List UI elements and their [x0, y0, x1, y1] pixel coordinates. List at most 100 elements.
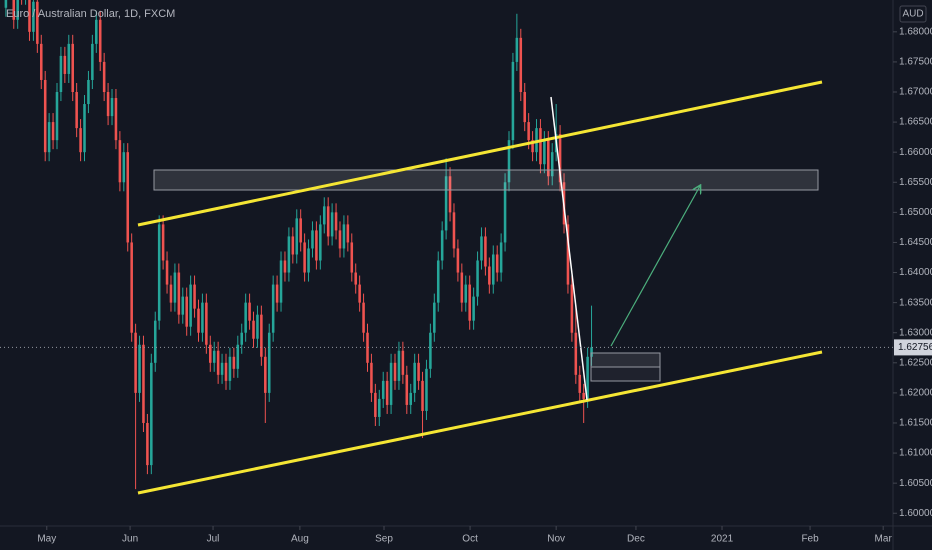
candle-body [550, 152, 554, 177]
candle-body [366, 332, 369, 363]
y-tick-label: 1.63500 [899, 297, 932, 308]
y-tick-label: 1.61500 [899, 418, 932, 429]
candle-body [433, 302, 436, 333]
candle-body [374, 392, 377, 417]
candle-body [16, 0, 19, 20]
candle-body [405, 374, 409, 405]
x-tick-label: 2021 [711, 534, 734, 545]
y-tick-label: 1.67000 [899, 87, 932, 98]
candle-body [319, 224, 322, 261]
candle-body [130, 242, 133, 333]
drawings [137, 80, 823, 495]
candle-body [79, 128, 82, 153]
candle-body [236, 344, 240, 369]
candle-body [299, 218, 302, 243]
candle-body [95, 19, 98, 44]
candle-body [362, 302, 365, 333]
lower-channel-line [137, 350, 823, 495]
candle-body [566, 224, 570, 285]
candle-body [440, 230, 444, 261]
resistance-zone [153, 169, 819, 191]
candle-body [12, 0, 16, 20]
x-tick-label: Nov [547, 534, 565, 545]
candle-body [138, 344, 141, 393]
candle-body [491, 254, 495, 285]
candle-body [32, 1, 35, 32]
candle-body [515, 37, 519, 62]
candle-body [350, 242, 354, 273]
candle-body [488, 266, 491, 285]
candle-body [39, 43, 43, 80]
candle-body [421, 380, 424, 411]
y-tick-label: 1.61000 [899, 448, 932, 459]
candle-body [275, 284, 279, 303]
candle-body [83, 104, 86, 153]
candle-body [267, 332, 271, 393]
entry-zone [590, 352, 661, 368]
candle-body [224, 362, 228, 381]
candle-body [197, 308, 200, 333]
candle-body [354, 272, 357, 285]
x-tick-label: Aug [291, 534, 309, 545]
candle-body [63, 55, 67, 74]
candle-body [291, 236, 295, 255]
candle-body [146, 422, 149, 466]
y-tick-label: 1.60500 [899, 478, 932, 489]
candle-body [165, 260, 169, 285]
candle-body [209, 344, 212, 363]
candle-body [173, 272, 177, 303]
candle-body [590, 347, 593, 357]
candle-body [102, 61, 106, 93]
candle-body [578, 374, 582, 393]
x-tick-label: Feb [801, 534, 819, 545]
candle-body [271, 284, 275, 333]
y-tick-label: 1.60000 [899, 508, 932, 519]
candle-body [527, 122, 530, 141]
candle-body [429, 332, 432, 369]
candle-body [511, 61, 515, 141]
y-tick-label: 1.62000 [899, 388, 932, 399]
candle-body [358, 284, 361, 303]
candle-body [126, 152, 130, 243]
candle-body [342, 224, 346, 249]
candle-body [283, 260, 287, 273]
candle-body [346, 224, 350, 243]
candle-body [417, 362, 420, 381]
candle-body [507, 140, 511, 183]
candle-body [495, 254, 499, 273]
candle-body [98, 19, 102, 62]
x-tick-label: Jul [207, 534, 220, 545]
candle-body [87, 79, 90, 105]
last-price-label: 1.62756 [898, 342, 932, 353]
candle-body [75, 92, 78, 129]
y-tick-label: 1.65000 [899, 207, 932, 218]
candle-body [570, 284, 574, 333]
candle-body [307, 248, 310, 273]
candle-body [177, 272, 181, 315]
candle-body [582, 392, 585, 399]
candle-body [464, 284, 468, 303]
candle-body [503, 182, 507, 243]
candle-body [232, 356, 236, 369]
upper-channel-line [137, 80, 823, 227]
candle-body [260, 314, 263, 357]
candle-body [303, 242, 306, 273]
x-tick-label: Sep [375, 534, 393, 545]
currency-badge [899, 5, 927, 23]
candle-body [484, 236, 487, 267]
candle-body [413, 362, 416, 393]
y-tick-label: 1.64000 [899, 267, 932, 278]
y-tick-label: 1.66500 [899, 117, 932, 128]
x-tick-label: May [37, 534, 56, 545]
candle-body [472, 296, 475, 321]
candle-body [401, 350, 405, 375]
candle-body [256, 314, 259, 339]
candle-body [71, 43, 74, 93]
x-tick-label: Oct [462, 534, 478, 545]
candle-body [456, 248, 460, 273]
y-tick-label: 1.62500 [899, 357, 932, 368]
x-tick-label: Jun [122, 534, 138, 545]
candle-body [381, 380, 385, 399]
